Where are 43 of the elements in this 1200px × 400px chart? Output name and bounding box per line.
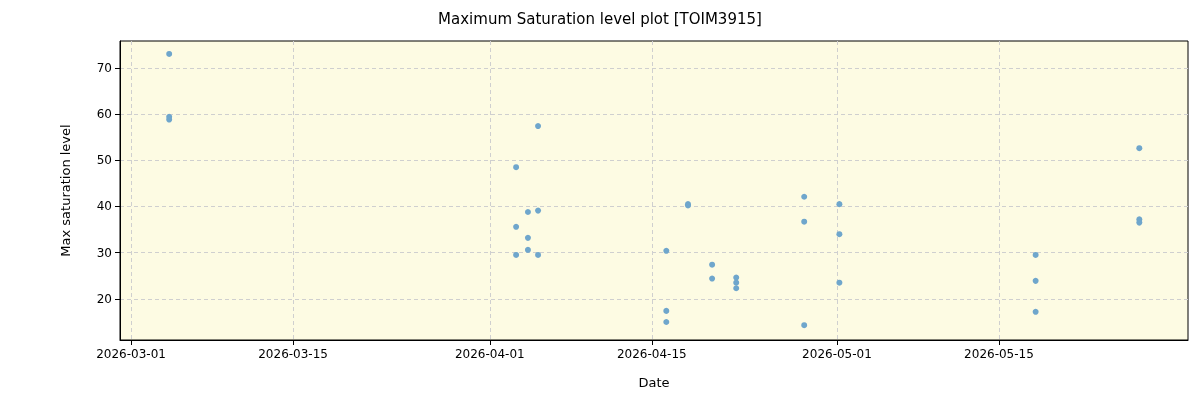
point <box>535 207 542 214</box>
point <box>836 279 843 286</box>
point <box>709 275 716 282</box>
point <box>1032 277 1039 284</box>
y-axis-title: Max saturation level <box>58 124 73 257</box>
point <box>1032 251 1039 258</box>
y-tick-label: 40 <box>96 199 112 214</box>
y-tick-label: 50 <box>96 153 112 168</box>
point <box>513 251 520 258</box>
point <box>1032 308 1039 315</box>
point <box>524 234 531 241</box>
point <box>733 274 740 281</box>
point <box>801 322 808 329</box>
point <box>513 164 520 171</box>
x-tick-label: 2026-04-15 <box>616 347 687 361</box>
point <box>513 223 520 230</box>
y-tick-label: 60 <box>96 107 112 122</box>
point <box>733 279 740 286</box>
point <box>733 285 740 292</box>
x-tick-label: 2026-03-15 <box>258 347 328 361</box>
point <box>524 246 531 253</box>
x-tick-label: 2026-05-01 <box>802 347 872 361</box>
y-tick-label: 70 <box>96 60 112 75</box>
chart-title: Maximum Saturation level plot [TOIM3915] <box>438 9 762 28</box>
point <box>535 123 542 130</box>
point <box>836 201 843 208</box>
y-tick-label: 20 <box>96 291 112 306</box>
point <box>166 50 173 57</box>
point <box>663 307 670 314</box>
point <box>836 231 843 238</box>
point <box>709 261 716 268</box>
x-tick-label: 2026-03-01 <box>96 347 166 361</box>
point <box>524 208 531 215</box>
point <box>801 193 808 200</box>
x-tick-label: 2026-04-01 <box>454 347 525 361</box>
x-tick-label: 2026-05-15 <box>964 347 1034 361</box>
x-axis-title: Date <box>638 375 670 390</box>
point <box>801 218 808 225</box>
point <box>535 251 542 258</box>
y-tick-label: 30 <box>96 245 112 260</box>
point <box>1136 145 1143 152</box>
point <box>663 318 670 325</box>
point <box>663 247 670 254</box>
